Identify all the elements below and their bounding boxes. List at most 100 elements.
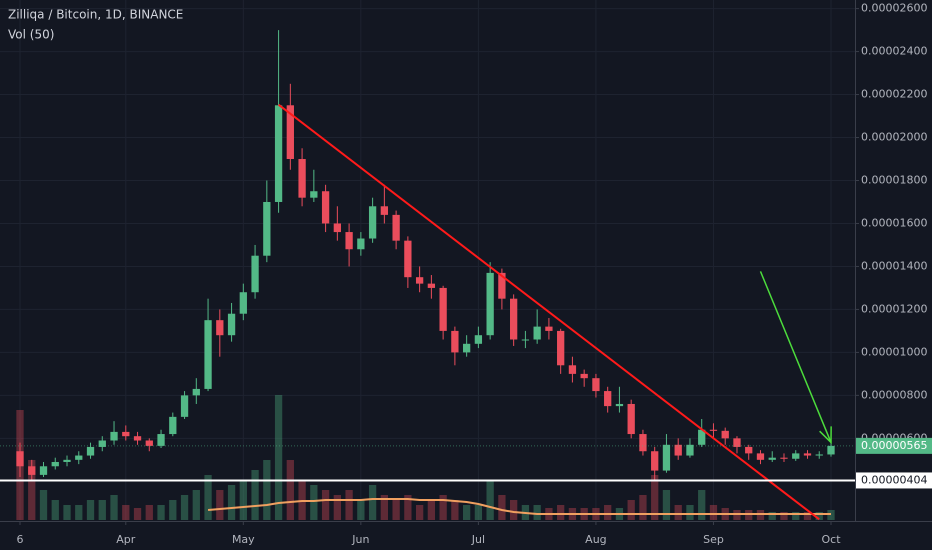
candle-body (216, 320, 224, 336)
volume-label: Vol (50) (8, 28, 54, 42)
candle-body (415, 277, 424, 284)
volume-ma-line (207, 498, 831, 515)
x-tick-label: Jul (471, 533, 485, 546)
candle-body (298, 159, 306, 198)
volume-bar (145, 505, 153, 520)
candle-body (16, 451, 24, 467)
candle-body (780, 457, 788, 459)
candle-body (803, 453, 812, 456)
candle-body (639, 434, 647, 452)
candle-body (404, 240, 412, 278)
candle-body (792, 453, 800, 459)
candle-body (227, 313, 236, 336)
candle-body (533, 326, 541, 340)
candle-body (510, 298, 518, 340)
volume-bar (451, 500, 459, 520)
candle-body (733, 438, 741, 447)
chart-title: Zilliqa / Bitcoin, 1D, BINANCE (8, 8, 183, 22)
candle-body (827, 445, 835, 455)
candle-body (627, 403, 635, 435)
y-tick-label: 0.00002400 (861, 45, 927, 58)
candle-body (674, 444, 682, 456)
x-tick-label: Oct (821, 533, 841, 546)
candle-body (145, 440, 153, 446)
candle-body (75, 455, 83, 460)
volume-bar (39, 490, 48, 520)
grid (0, 0, 855, 520)
overlays (0, 103, 855, 521)
candle-body (39, 466, 48, 475)
candle-body (110, 431, 118, 441)
candle-body (86, 446, 95, 456)
volume-pane (16, 395, 835, 520)
y-tick-label: 0.00001200 (861, 302, 927, 315)
volume-bar (157, 505, 165, 520)
candle-body (498, 272, 506, 299)
volume-bar (674, 505, 682, 520)
candle-body (815, 454, 823, 456)
volume-bar (380, 495, 389, 520)
candle-body (615, 403, 624, 407)
candle-body (427, 283, 436, 288)
x-tick-label: 6 (17, 533, 24, 546)
volume-bar (286, 460, 294, 520)
candle-body (557, 330, 565, 366)
volume-bar (216, 490, 224, 520)
volume-bar (63, 505, 71, 520)
candle-body (180, 395, 189, 417)
volume-bar (310, 485, 318, 520)
volume-bar (239, 480, 247, 520)
volume-bar (686, 505, 694, 520)
volume-bar (415, 505, 424, 520)
volume-bar (86, 500, 95, 520)
candle-body (251, 255, 259, 293)
volume-bar (510, 500, 518, 520)
candle-body (263, 201, 271, 256)
volume-bar (427, 500, 436, 520)
candle-body (474, 335, 483, 344)
volume-bar (404, 495, 412, 520)
volume-bar (815, 512, 823, 520)
candle-body (63, 459, 71, 462)
candle-body (651, 451, 659, 471)
candle-body (51, 461, 59, 467)
volume-bar (28, 460, 36, 520)
volume-bar (321, 490, 330, 520)
horizontal-line-label: 0.00000404 (861, 473, 927, 486)
volume-bar (780, 512, 788, 520)
volume-bar (333, 495, 341, 520)
candle-body (357, 238, 365, 250)
volume-bar (263, 460, 271, 520)
candle-body (698, 429, 706, 445)
candle-body (321, 191, 330, 224)
volume-bar (274, 395, 283, 520)
volume-bar (698, 490, 706, 520)
volume-bar (557, 505, 565, 520)
candle-body (98, 440, 106, 447)
volume-bar (133, 508, 142, 520)
volume-bar (180, 495, 189, 520)
candle-body (486, 272, 494, 336)
candle-body (274, 105, 283, 202)
candle-body (333, 223, 341, 233)
candle-body (157, 434, 165, 446)
arrow-head (819, 426, 832, 445)
candle-body (169, 416, 177, 435)
volume-bar (204, 475, 212, 520)
x-tick-label: Apr (116, 533, 136, 546)
volume-bar (368, 485, 377, 520)
candle-body (686, 444, 694, 456)
candle-body (286, 105, 294, 160)
candle-body (604, 391, 612, 407)
candle-body (709, 429, 718, 431)
candle-body (545, 326, 553, 331)
volume-bar (533, 505, 541, 520)
y-tick-label: 0.00002600 (861, 2, 927, 15)
candle-body (122, 431, 130, 437)
x-tick-label: Sep (703, 533, 724, 546)
volume-bar (110, 495, 118, 520)
volume-bar (251, 470, 259, 520)
x-tick-label: May (232, 533, 255, 546)
